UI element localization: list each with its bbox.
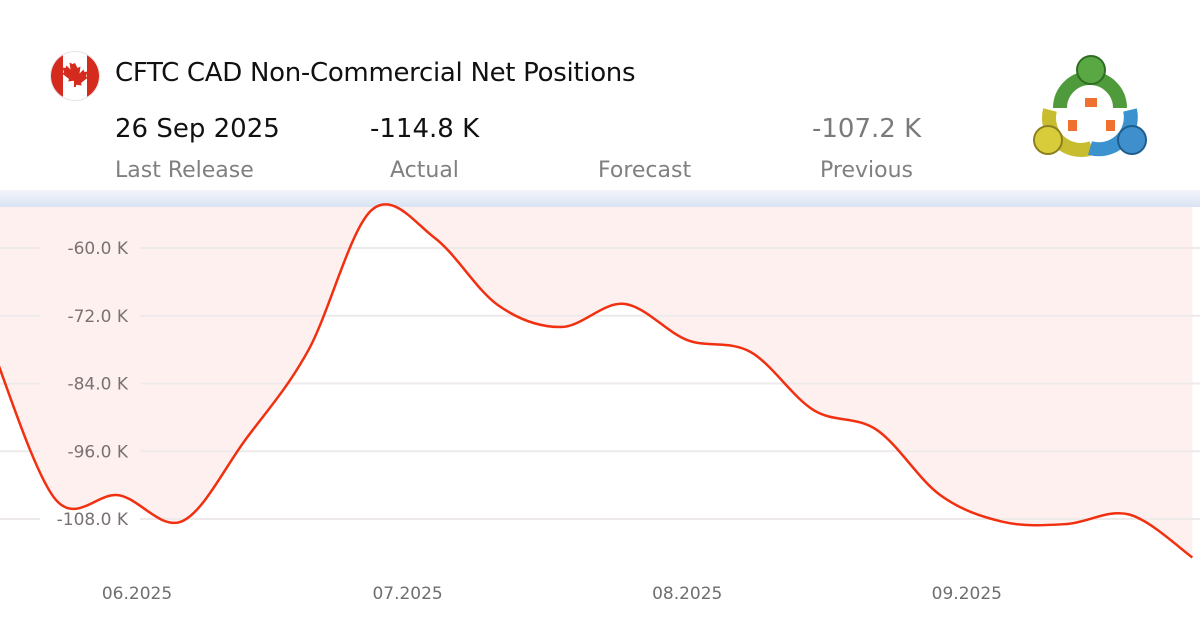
last-release-label: Last Release <box>115 158 254 183</box>
y-tick-label: -72.0 K <box>67 307 128 327</box>
page-title: CFTC CAD Non-Commercial Net Positions <box>115 58 636 88</box>
previous-label: Previous <box>820 158 913 183</box>
actual-label: Actual <box>390 158 459 183</box>
x-tick-label: 06.2025 <box>102 584 172 604</box>
previous-value: -107.2 K <box>812 114 922 144</box>
area-fill <box>0 204 1193 558</box>
forecast-label: Forecast <box>598 158 692 183</box>
last-release-value: 26 Sep 2025 <box>115 114 280 144</box>
chart-top-band <box>0 190 1200 207</box>
y-tick-label: -60.0 K <box>67 239 128 259</box>
series-line <box>0 203 1194 559</box>
y-tick-label: -108.0 K <box>57 510 129 530</box>
metatrader-logo <box>1030 48 1152 160</box>
x-tick-label: 09.2025 <box>932 584 1002 604</box>
x-tick-label: 08.2025 <box>652 584 722 604</box>
y-tick-label: -96.0 K <box>67 442 128 462</box>
actual-value: -114.8 K <box>370 114 480 144</box>
y-tick-label: -84.0 K <box>67 375 128 395</box>
x-tick-label: 07.2025 <box>372 584 442 604</box>
